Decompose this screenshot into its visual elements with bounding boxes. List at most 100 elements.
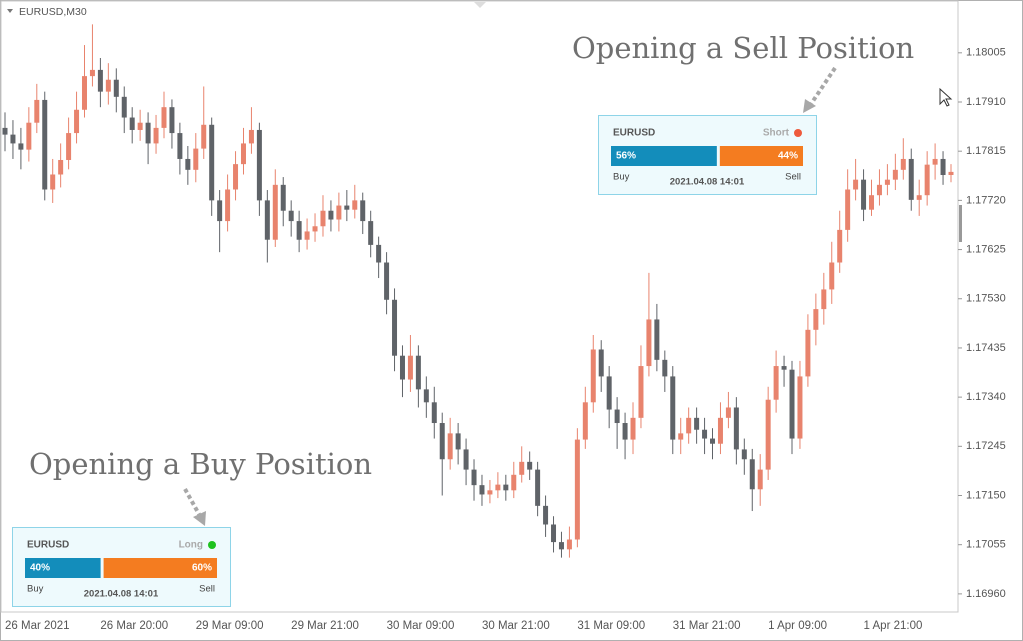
candle-body (686, 417, 692, 434)
sell-bar (719, 146, 803, 166)
candle-body (574, 439, 580, 540)
x-tick-label: 30 Mar 09:00 (387, 620, 455, 632)
candle-body (479, 485, 485, 495)
candle-body (622, 423, 628, 440)
candle-body (908, 158, 914, 200)
scroll-marker (474, 2, 486, 8)
candle-body (805, 329, 811, 377)
candle-body (415, 355, 421, 390)
candle-body (169, 107, 175, 134)
candle-body (240, 143, 246, 165)
candle-body (837, 229, 843, 263)
candle-body (217, 200, 223, 222)
sell-label: 44% (778, 151, 798, 162)
candle-body (50, 174, 56, 190)
buy-label: 40% (30, 563, 50, 574)
candle-body (177, 133, 183, 159)
candle-body (185, 158, 191, 170)
arrow-head (193, 511, 206, 526)
candle-body (18, 143, 24, 150)
candle-body (558, 542, 564, 550)
candle-body (519, 461, 525, 475)
status-dot (208, 541, 216, 549)
candle-body (233, 164, 239, 190)
candle-body (749, 459, 755, 490)
candle-body (66, 133, 72, 160)
candle-body (336, 205, 342, 220)
candle-body (248, 129, 254, 144)
widget-symbol: EURUSD (27, 540, 69, 551)
candle-body (399, 355, 405, 380)
candle-body (129, 117, 135, 130)
candle-body (797, 376, 803, 439)
candle-body (431, 402, 437, 424)
candle-body (551, 524, 557, 543)
candle-body (781, 366, 787, 370)
symbol-menu-arrow[interactable] (7, 9, 13, 13)
candle-body (829, 262, 835, 290)
status-dot (794, 129, 802, 137)
widget-time: 2021.04.08 14:01 (84, 589, 159, 600)
candle-body (527, 461, 533, 470)
candle-body (535, 469, 541, 506)
candle-body (892, 169, 898, 180)
candle-body (201, 124, 207, 149)
x-tick-label: 29 Mar 09:00 (196, 620, 264, 632)
candle-body (272, 184, 278, 240)
mouse-cursor (939, 87, 953, 107)
x-tick-label: 1 Apr 21:00 (864, 620, 923, 632)
candle-body (264, 200, 270, 240)
candle-body (145, 122, 151, 144)
candle-body (161, 107, 167, 128)
candle-body (566, 539, 572, 550)
candle-body (813, 309, 819, 330)
arrow (809, 66, 837, 106)
candle-body (869, 195, 875, 210)
y-tick-label: 1.17720 (966, 194, 1006, 206)
candle-body (10, 134, 16, 144)
price-marker (959, 205, 962, 242)
candle-body (113, 79, 119, 97)
candle-body (741, 449, 747, 460)
candle-body (948, 171, 954, 176)
candle-body (932, 158, 938, 165)
widget-time: 2021.04.08 14:01 (670, 177, 745, 188)
candle-body (42, 99, 48, 190)
candle-body (670, 376, 676, 440)
candle-body (105, 79, 111, 92)
candle-body (34, 99, 40, 123)
widget-symbol: EURUSD (613, 128, 655, 139)
chart-title: EURUSD,M30 (19, 6, 87, 18)
candle-body (312, 226, 318, 232)
candle-body (725, 407, 731, 418)
candle-body (320, 210, 326, 227)
candle-body (407, 355, 413, 380)
candle-body (296, 221, 302, 240)
candle-body (58, 159, 64, 175)
candle-body (344, 205, 350, 210)
buy-text: Buy (27, 584, 44, 595)
candle-body (2, 127, 8, 135)
candle-body (376, 244, 382, 263)
candle-body (439, 423, 445, 460)
candle-body (678, 433, 684, 440)
candle-body (614, 409, 620, 424)
y-tick-label: 1.17625 (966, 243, 1006, 255)
candle-body (280, 184, 286, 211)
buy-bar (611, 146, 717, 166)
candle-body (328, 210, 334, 220)
candle-body (455, 433, 461, 450)
x-tick-label: 30 Mar 21:00 (482, 620, 550, 632)
x-tick-label: 31 Mar 21:00 (673, 620, 741, 632)
candle-body (916, 195, 922, 200)
candle-body (471, 469, 477, 486)
candle-body (463, 449, 469, 470)
y-tick-label: 1.17150 (966, 489, 1006, 501)
widget-status: Short (763, 128, 790, 139)
candle-body (606, 376, 612, 410)
y-tick-label: 1.17530 (966, 293, 1006, 305)
candle-body (487, 490, 493, 495)
candle-body (590, 349, 596, 403)
x-tick-label: 26 Mar 20:00 (100, 620, 168, 632)
